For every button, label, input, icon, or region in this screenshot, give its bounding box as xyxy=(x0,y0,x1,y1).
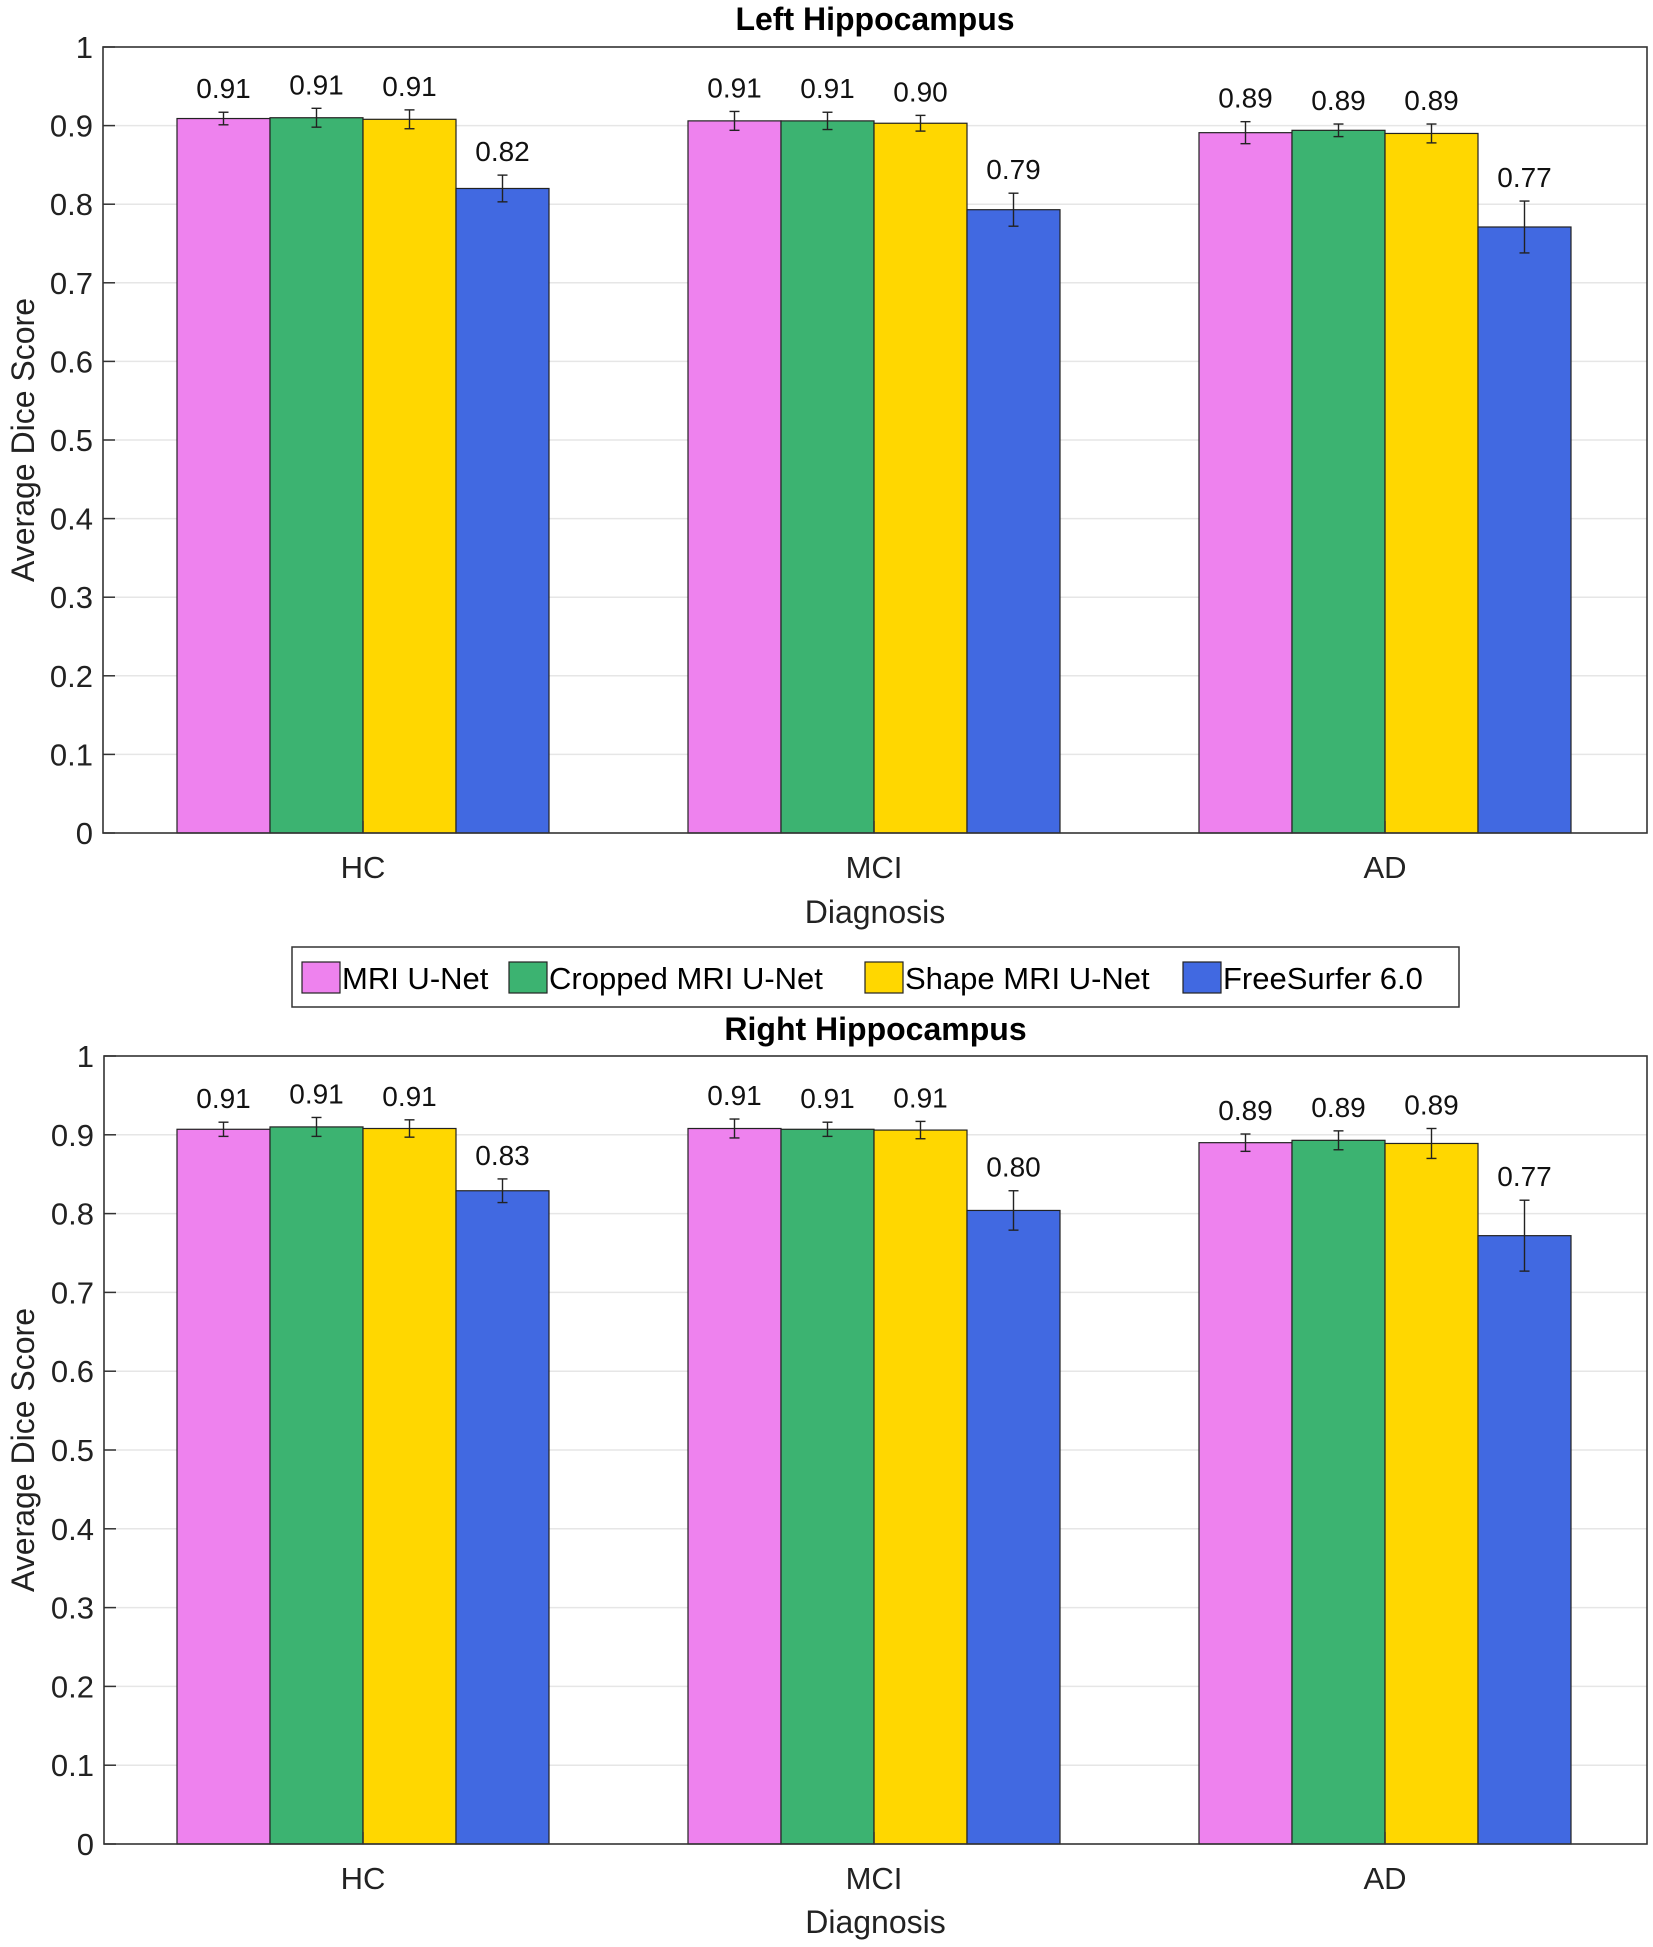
data-label: 0.79 xyxy=(986,154,1041,185)
axes-frame xyxy=(103,1055,1648,1845)
y-tick-label: 0.3 xyxy=(51,1591,94,1626)
bar-shape-mri-u-net-hc xyxy=(362,1127,457,1845)
bar-freesurfer-6-0-ad xyxy=(1477,1235,1572,1845)
bar-freesurfer-6-0-hc xyxy=(455,1190,550,1845)
y-tick-label: 0.6 xyxy=(50,344,93,379)
axes-frame xyxy=(102,46,1648,834)
bar-mri-u-net-hc xyxy=(176,117,271,834)
bar-cropped-mri-u-net-ad xyxy=(1291,1139,1386,1845)
right-hippocampus-chart: 00.10.20.30.40.50.60.70.80.910.91 0.91 0.8… xyxy=(5,1011,1648,1940)
y-tick-label: 0.1 xyxy=(51,1748,94,1783)
data-label: 0.91 xyxy=(382,1081,437,1112)
y-tick-label: 0.4 xyxy=(51,1512,94,1547)
x-tick-label: MCI xyxy=(846,1861,903,1896)
x-tick-label: MCI xyxy=(846,850,903,885)
y-tick-label: 0.7 xyxy=(51,1275,94,1310)
chart-title: Right Hippocampus xyxy=(724,1011,1026,1047)
bar-cropped-mri-u-net-ad xyxy=(1291,129,1386,834)
x-tick-label: AD xyxy=(1363,850,1406,885)
data-label: 0.91 xyxy=(707,1080,762,1111)
data-label: 0.89 xyxy=(1404,1089,1459,1120)
legend-swatch-freesurfer-6-0 xyxy=(1182,961,1222,994)
y-tick-label: 1 xyxy=(77,1039,94,1074)
y-axis-title: Average Dice Score xyxy=(5,298,41,582)
bar-freesurfer-6-0-ad xyxy=(1477,226,1572,834)
data-label: 0.91 xyxy=(800,1083,855,1114)
legend-label-freesurfer-6-0: FreeSurfer 6.0 xyxy=(1223,961,1423,996)
y-tick-label: 0.8 xyxy=(50,187,93,222)
data-label: 0.89 xyxy=(1404,85,1459,116)
data-label: 0.91 xyxy=(196,73,251,104)
data-label: 0.91 xyxy=(289,1078,344,1109)
x-axis-title: Diagnosis xyxy=(805,894,946,930)
y-tick-label: 0.8 xyxy=(51,1197,94,1232)
legend-swatch-shape-mri-u-net xyxy=(864,961,904,994)
y-tick-label: 0.1 xyxy=(50,737,93,772)
legend-swatch-mri-u-net xyxy=(301,961,341,994)
y-tick-label: 0 xyxy=(77,1827,94,1862)
y-tick-label: 0.4 xyxy=(50,502,93,537)
data-label: 0.82 xyxy=(475,136,530,167)
y-tick-label: 0.2 xyxy=(51,1669,94,1704)
data-label: 0.90 xyxy=(893,76,948,107)
y-tick-label: 0.9 xyxy=(51,1118,94,1153)
data-label: 0.77 xyxy=(1497,1161,1552,1192)
x-tick-label: HC xyxy=(341,1861,386,1896)
bar-cropped-mri-u-net-mci xyxy=(780,120,875,834)
y-tick-label: 0.5 xyxy=(51,1433,94,1468)
bar-freesurfer-6-0-mci xyxy=(966,1209,1061,1845)
bar-mri-u-net-mci xyxy=(687,1127,782,1845)
data-label: 0.91 xyxy=(382,71,437,102)
data-label: 0.91 xyxy=(707,72,762,103)
legend-label-shape-mri-u-net: Shape MRI U-Net xyxy=(905,961,1150,996)
data-label: 0.91 xyxy=(800,73,855,104)
data-label: 0.89 xyxy=(1311,85,1366,116)
bar-freesurfer-6-0-hc xyxy=(455,187,550,834)
bar-shape-mri-u-net-ad xyxy=(1384,1142,1479,1845)
bar-mri-u-net-ad xyxy=(1198,132,1293,834)
bar-cropped-mri-u-net-mci xyxy=(780,1128,875,1845)
x-tick-label: AD xyxy=(1363,1861,1406,1896)
bar-mri-u-net-hc xyxy=(176,1128,271,1845)
y-tick-label: 0.2 xyxy=(50,659,93,694)
data-label: 0.91 xyxy=(893,1082,948,1113)
data-label: 0.91 xyxy=(289,69,344,100)
y-tick-label: 0.9 xyxy=(50,109,93,144)
y-tick-label: 0.5 xyxy=(50,423,93,458)
bar-shape-mri-u-net-ad xyxy=(1384,132,1479,834)
bar-shape-mri-u-net-hc xyxy=(362,118,457,834)
y-tick-label: 0.6 xyxy=(51,1354,94,1389)
bar-shape-mri-u-net-mci xyxy=(873,122,968,834)
chart-title: Left Hippocampus xyxy=(735,1,1014,37)
y-tick-label: 0.3 xyxy=(50,580,93,615)
data-label: 0.80 xyxy=(986,1152,1041,1183)
y-axis-title: Average Dice Score xyxy=(5,1308,41,1592)
legend: MRI U-Net Cropped MRI U-Net Shape MRI U-Ne… xyxy=(291,946,1460,1008)
y-tick-label: 0 xyxy=(76,816,93,851)
data-label: 0.91 xyxy=(196,1083,251,1114)
bar-mri-u-net-ad xyxy=(1198,1142,1293,1845)
y-tick-label: 0.7 xyxy=(50,266,93,301)
bar-shape-mri-u-net-mci xyxy=(873,1129,968,1845)
data-label: 0.89 xyxy=(1218,83,1273,114)
data-label: 0.89 xyxy=(1311,1092,1366,1123)
x-tick-label: HC xyxy=(341,850,386,885)
y-tick-label: 1 xyxy=(76,30,93,65)
legend-label-cropped-mri-u-net: Cropped MRI U-Net xyxy=(549,961,823,996)
left-hippocampus-chart: 00.10.20.30.40.50.60.70.80.910.91 0.91 0.8… xyxy=(5,1,1648,930)
legend-swatch-cropped-mri-u-net xyxy=(508,961,548,994)
bar-cropped-mri-u-net-hc xyxy=(269,1126,364,1845)
bar-cropped-mri-u-net-hc xyxy=(269,117,364,834)
bar-mri-u-net-mci xyxy=(687,120,782,834)
legend-label-mri-u-net: MRI U-Net xyxy=(342,961,489,996)
data-label: 0.89 xyxy=(1218,1095,1273,1126)
x-axis-title: Diagnosis xyxy=(805,1904,946,1940)
data-label: 0.77 xyxy=(1497,162,1552,193)
bar-freesurfer-6-0-mci xyxy=(966,209,1061,834)
data-label: 0.83 xyxy=(475,1140,530,1171)
